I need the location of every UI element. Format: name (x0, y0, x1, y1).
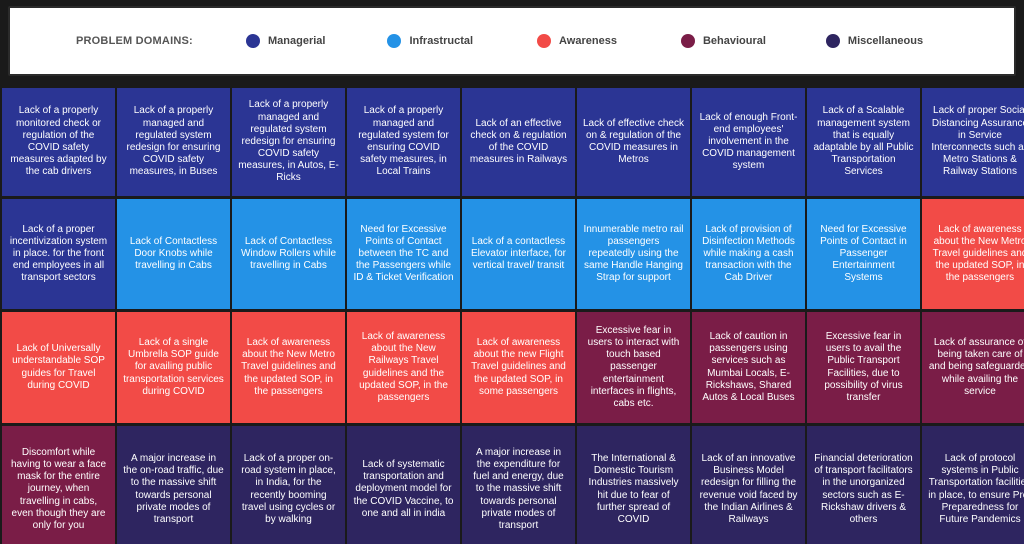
problem-card-awareness: Lack of a single Umbrella SOP guide for … (117, 312, 230, 423)
problem-text: Lack of Universally understandable SOP g… (12, 343, 105, 391)
legend-label: Behavioural (702, 35, 766, 47)
problem-grid: Lack of a properly monitored check or re… (0, 88, 1024, 544)
problem-text: Lack of a properly managed and regulated… (126, 105, 221, 178)
legend-title: PROBLEM DOMAINS: (76, 35, 193, 47)
managerial-dot-icon (246, 34, 260, 48)
problem-text: Lack of effective check on & regulation … (583, 117, 684, 166)
problem-text: Discomfort while having to wear a face m… (10, 446, 107, 531)
problem-text: A major increase in the expenditure for … (473, 446, 564, 531)
problem-card-managerial: Lack of a properly monitored check or re… (2, 88, 115, 196)
problem-text: Lack of an innovative Business Model red… (699, 452, 798, 525)
problem-text: Lack of provision of Disinfection Method… (702, 223, 795, 284)
awareness-dot-icon (537, 34, 552, 48)
legend-label: Infrastructal (409, 35, 474, 47)
problem-card-miscellaneous: Lack of systematic transportation and de… (347, 426, 460, 544)
legend-label: Miscellaneous (847, 35, 924, 47)
problem-card-miscellaneous: A major increase in the expenditure for … (462, 426, 575, 544)
problem-card-behavioural: Discomfort while having to wear a face m… (2, 426, 115, 544)
problem-text: Lack of an effective check on & regulati… (469, 117, 568, 166)
problem-text: Financial deterioration of transport fac… (814, 452, 913, 525)
problem-text: Lack of a contactless Elevator interface… (470, 235, 567, 272)
problem-card-miscellaneous: The International & Domestic Tourism Ind… (577, 426, 690, 544)
problem-text: Lack of awareness about the New Metro Tr… (932, 223, 1024, 284)
legend-item-behavioural: Behavioural (680, 34, 766, 48)
infrastructural-dot-icon (387, 34, 402, 48)
problem-card-managerial: Lack of a proper incentivization system … (2, 199, 115, 309)
problem-card-miscellaneous: Financial deterioration of transport fac… (807, 426, 920, 544)
legend-item-awareness: Awareness (537, 34, 617, 48)
problem-card-infrastructural: Lack of Contactless Door Knobs while tra… (117, 199, 230, 309)
problem-card-infrastructural: Lack of provision of Disinfection Method… (692, 199, 805, 309)
problem-card-miscellaneous: Lack of protocol systems in Public Trans… (922, 426, 1024, 544)
problem-card-managerial: Lack of a Scalable management system tha… (807, 88, 920, 196)
legend-item-managerial: Managerial (246, 34, 325, 48)
problem-text: Lack of a proper on-road system in place… (241, 452, 336, 525)
problem-card-managerial: Lack of an effective check on & regulati… (462, 88, 575, 196)
problem-text: Lack of awareness about the New Railways… (359, 330, 448, 403)
problem-card-behavioural: Lack of assurance of being taken care of… (922, 312, 1024, 423)
problem-text: Lack of a proper incentivization system … (9, 223, 108, 284)
problem-text: Lack of a properly monitored check or re… (10, 105, 107, 178)
problem-text: Lack of caution in passengers using serv… (702, 330, 795, 403)
problem-text: Lack of awareness about the new Flight T… (471, 337, 566, 397)
legend-label: Managerial (268, 35, 326, 47)
miscellaneous-dot-icon (825, 34, 840, 48)
problem-card-behavioural: Excessive fear in users to avail the Pub… (807, 312, 920, 423)
problem-card-managerial: Lack of proper Social Distancing Assuran… (922, 88, 1024, 196)
legend-label: Awareness (559, 35, 617, 47)
problem-text: The International & Domestic Tourism Ind… (588, 452, 679, 525)
problem-card-behavioural: Lack of caution in passengers using serv… (692, 312, 805, 423)
problem-card-managerial: Lack of enough Front-end employees' invo… (692, 88, 805, 196)
problem-text: Innumerable metro rail passengers repeat… (583, 223, 684, 284)
problem-card-miscellaneous: Lack of a proper on-road system in place… (232, 426, 345, 544)
problem-text: Lack of protocol systems in Public Trans… (928, 452, 1024, 525)
problem-card-infrastructural: Innumerable metro rail passengers repeat… (577, 199, 690, 309)
problem-text: Need for Excessive Points of Contact bet… (353, 223, 454, 284)
problem-card-managerial: Lack of a properly managed and regulated… (347, 88, 460, 196)
problem-text: Lack of assurance of being taken care of… (928, 337, 1024, 397)
problem-text: Lack of proper Social Distancing Assuran… (931, 105, 1024, 178)
problem-text: A major increase in the on-road traffic,… (123, 452, 224, 525)
problem-card-awareness: Lack of awareness about the New Metro Tr… (922, 199, 1024, 309)
legend-item-infrastructural: Infrastructal (387, 34, 473, 48)
legend-panel: PROBLEM DOMAINS: Managerial Infrastructa… (8, 6, 1016, 76)
problem-text: Lack of a Scalable management system tha… (813, 105, 914, 178)
problem-text: Lack of a properly managed and regulated… (358, 105, 449, 178)
problem-text: Lack of Contactless Door Knobs while tra… (129, 235, 218, 272)
problem-card-awareness: Lack of awareness about the New Railways… (347, 312, 460, 423)
problem-card-managerial: Lack of effective check on & regulation … (577, 88, 690, 196)
problem-text: Lack of awareness about the New Metro Tr… (241, 337, 336, 397)
problem-card-behavioural: Excessive fear in users to interact with… (577, 312, 690, 423)
problem-text: Excessive fear in users to avail the Pub… (824, 330, 903, 403)
problem-card-miscellaneous: Lack of an innovative Business Model red… (692, 426, 805, 544)
problem-text: Excessive fear in users to interact with… (587, 324, 680, 409)
problem-card-miscellaneous: A major increase in the on-road traffic,… (117, 426, 230, 544)
problem-text: Lack of enough Front-end employees' invo… (699, 111, 798, 172)
problem-card-awareness: Lack of Universally understandable SOP g… (2, 312, 115, 423)
problem-card-awareness: Lack of awareness about the new Flight T… (462, 312, 575, 423)
problem-card-managerial: Lack of a properly managed and regulated… (232, 88, 345, 196)
problem-card-awareness: Lack of awareness about the New Metro Tr… (232, 312, 345, 423)
problem-card-infrastructural: Need for Excessive Points of Contact in … (807, 199, 920, 309)
problem-text: Lack of a properly managed and regulated… (238, 99, 339, 184)
problem-text: Need for Excessive Points of Contact in … (820, 223, 907, 284)
problem-card-infrastructural: Lack of a contactless Elevator interface… (462, 199, 575, 309)
problem-card-managerial: Lack of a properly managed and regulated… (117, 88, 230, 196)
problem-card-infrastructural: Need for Excessive Points of Contact bet… (347, 199, 460, 309)
problem-text: Lack of a single Umbrella SOP guide for … (123, 337, 224, 397)
behavioural-dot-icon (680, 34, 695, 48)
legend-item-miscellaneous: Miscellaneous (825, 34, 924, 48)
problem-card-infrastructural: Lack of Contactless Window Rollers while… (232, 199, 345, 309)
problem-text: Lack of Contactless Window Rollers while… (240, 235, 337, 272)
problem-text: Lack of systematic transportation and de… (353, 459, 454, 519)
